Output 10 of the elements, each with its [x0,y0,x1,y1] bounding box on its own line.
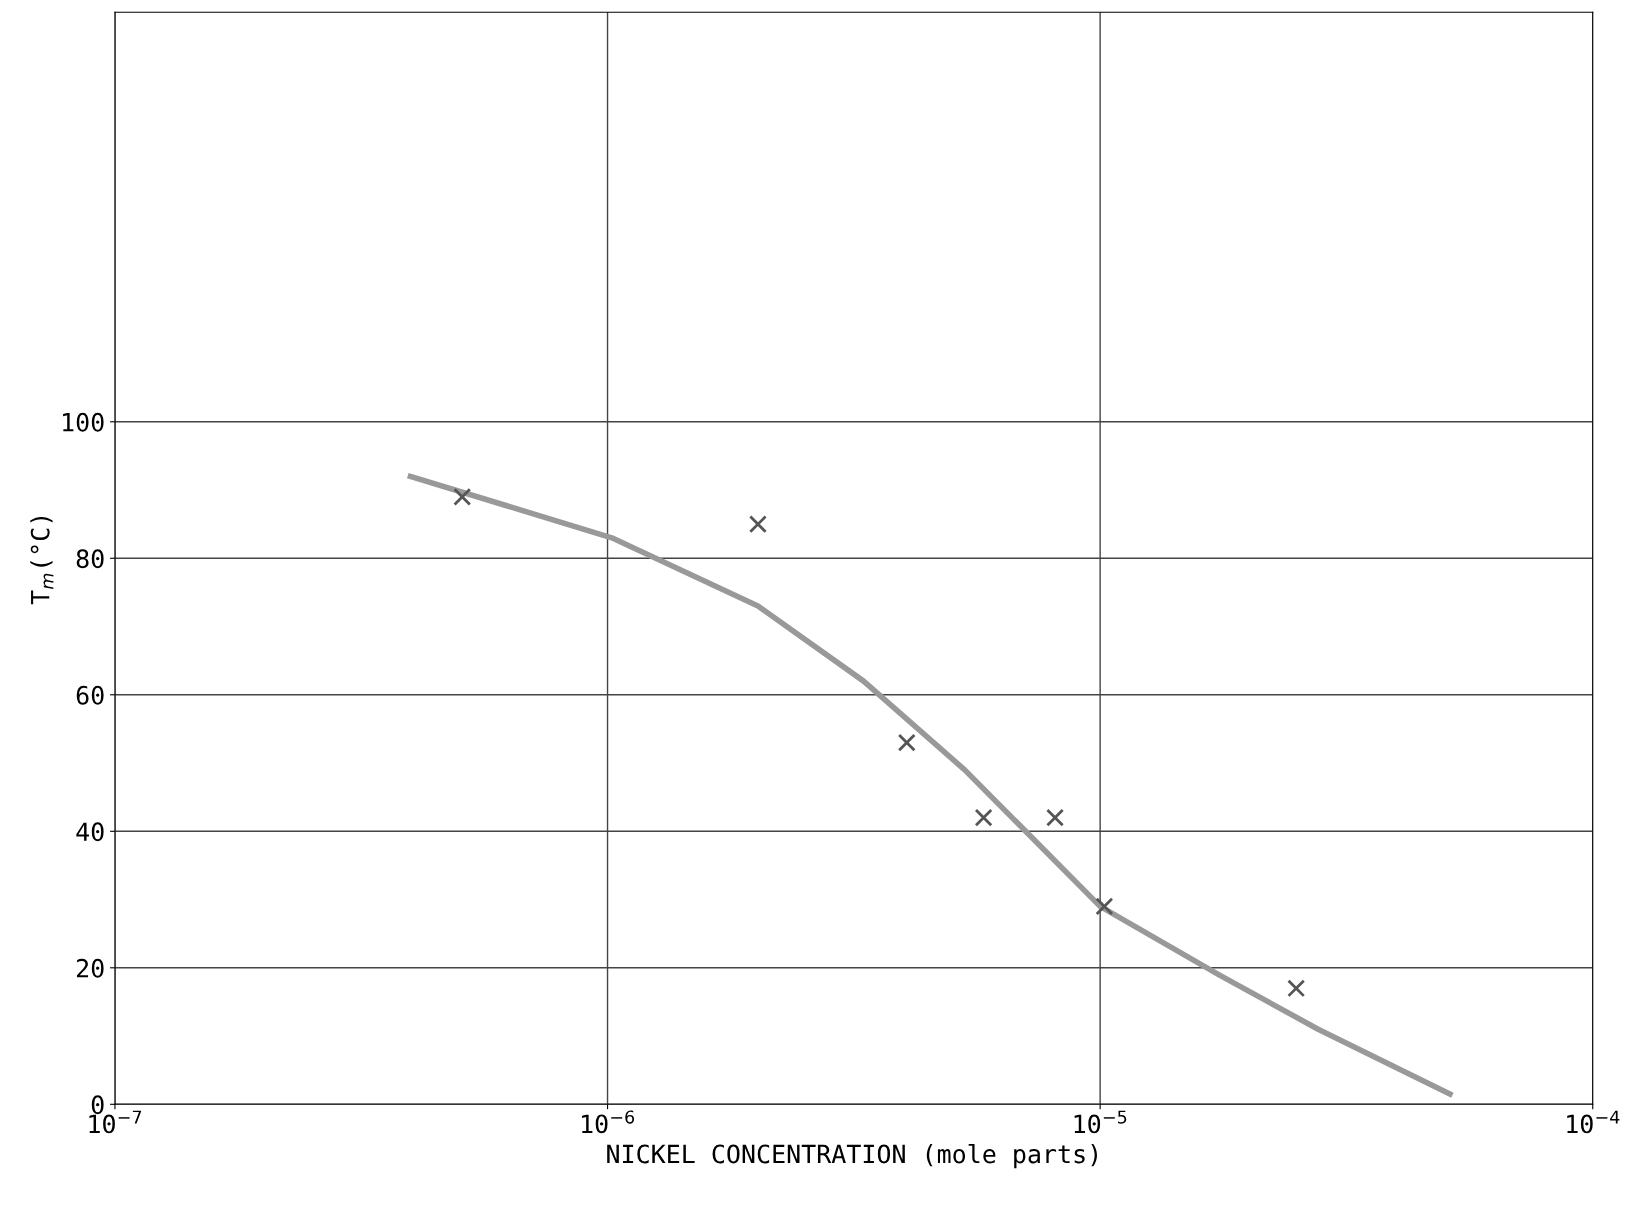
y-tick-label: 60 [76,685,104,705]
x-tick-label: 10$^{−5}$ [1074,1110,1127,1134]
x-tick-label: 10$^{−4}$ [1567,1110,1620,1134]
x-axis-title: NICKEL CONCENTRATION (mole parts) [607,1143,1097,1169]
y-axis-title: T$_{m}$(°C) [30,516,54,605]
y-tick-label: 20 [76,958,104,978]
y-tick-label: 40 [76,822,104,842]
x-tick-label: 10$^{−6}$ [582,1110,635,1134]
y-tick-label: 80 [76,549,104,569]
y-tick-label: 100 [63,412,104,432]
